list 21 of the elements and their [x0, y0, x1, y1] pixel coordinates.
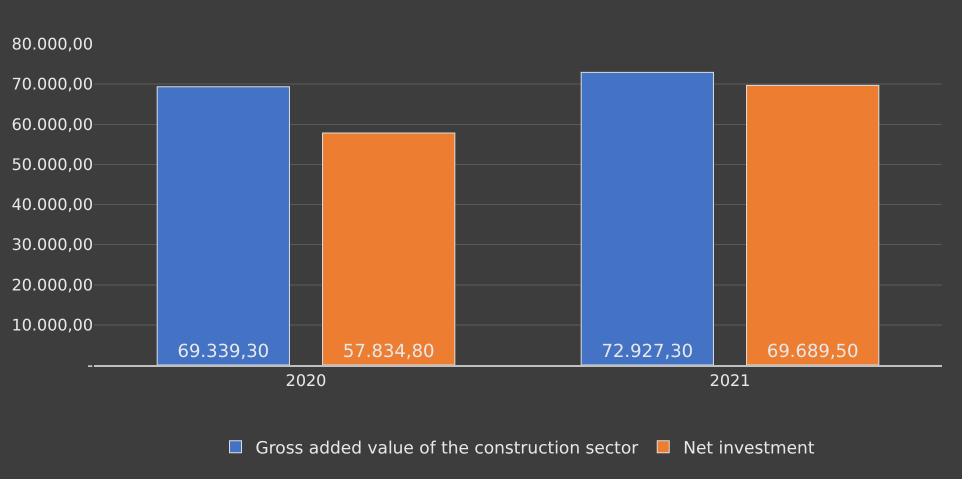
- data-label: 72.927,30: [602, 341, 694, 362]
- y-tick-label: 70.000,00: [12, 74, 93, 94]
- y-tick-label: 50.000,00: [12, 154, 93, 174]
- bar: [322, 132, 456, 365]
- data-label: 69.339,30: [178, 341, 270, 362]
- y-tick-label: 10.000,00: [12, 315, 93, 334]
- bar: [746, 84, 880, 365]
- legend-label: Net investment: [683, 438, 815, 458]
- data-label: 69.689,50: [766, 341, 858, 362]
- bar: [156, 86, 290, 365]
- legend-label: Gross added value of the construction sector: [256, 438, 638, 458]
- x-tick-label: 2021: [710, 371, 750, 390]
- y-tick-label: 30.000,00: [12, 235, 93, 254]
- y-tick-label: 40.000,00: [12, 195, 93, 214]
- y-tick-label: 60.000,00: [12, 114, 93, 134]
- y-tick-label: -: [87, 356, 93, 375]
- bar: [580, 72, 714, 365]
- y-tick-label: 80.000,00: [12, 34, 93, 54]
- data-label: 57.834,80: [342, 341, 434, 362]
- x-tick-label: 2020: [286, 371, 326, 390]
- y-tick-label: 20.000,00: [12, 275, 93, 294]
